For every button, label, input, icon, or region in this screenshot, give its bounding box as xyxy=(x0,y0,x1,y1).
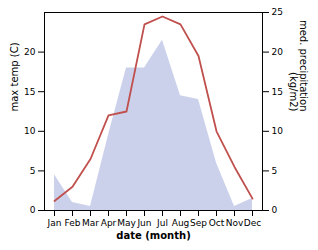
svg-text:0: 0 xyxy=(272,205,278,215)
svg-text:5: 5 xyxy=(272,166,278,176)
svg-text:0: 0 xyxy=(30,205,36,215)
svg-text:Aug: Aug xyxy=(172,218,190,228)
svg-text:25: 25 xyxy=(272,7,283,17)
svg-text:Mar: Mar xyxy=(82,218,99,228)
svg-text:10: 10 xyxy=(272,126,284,136)
svg-text:Feb: Feb xyxy=(65,218,81,228)
svg-text:5: 5 xyxy=(30,166,36,176)
svg-text:Jul: Jul xyxy=(156,218,168,228)
svg-text:date (month): date (month) xyxy=(116,230,190,241)
svg-text:Apr: Apr xyxy=(101,218,117,228)
svg-text:20: 20 xyxy=(272,47,284,57)
svg-text:Oct: Oct xyxy=(209,218,225,228)
svg-text:May: May xyxy=(117,218,136,228)
svg-text:15: 15 xyxy=(272,87,283,97)
svg-text:max temp (C): max temp (C) xyxy=(9,42,20,111)
svg-text:Jan: Jan xyxy=(47,218,62,228)
svg-text:Nov: Nov xyxy=(226,218,244,228)
svg-text:Jun: Jun xyxy=(136,218,151,228)
svg-text:10: 10 xyxy=(24,126,36,136)
svg-text:med. precipitation(kg/m2): med. precipitation(kg/m2) xyxy=(288,20,309,112)
svg-text:Sep: Sep xyxy=(190,218,207,228)
svg-text:Dec: Dec xyxy=(244,218,261,228)
svg-text:20: 20 xyxy=(24,47,36,57)
svg-text:15: 15 xyxy=(24,87,35,97)
